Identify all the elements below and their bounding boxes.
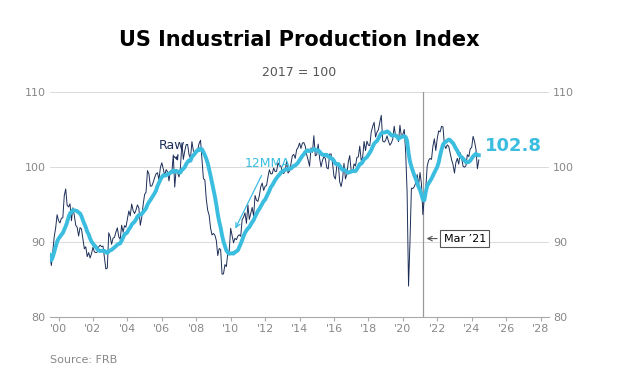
Text: 102.8: 102.8 <box>485 137 542 155</box>
Text: Source: FRB: Source: FRB <box>50 355 117 365</box>
Text: 2017 = 100: 2017 = 100 <box>263 66 336 79</box>
Text: US Industrial Production Index: US Industrial Production Index <box>119 30 480 49</box>
Text: 12MMA: 12MMA <box>236 157 290 227</box>
Text: Raw: Raw <box>158 138 185 160</box>
Text: Mar ’21: Mar ’21 <box>428 234 486 244</box>
